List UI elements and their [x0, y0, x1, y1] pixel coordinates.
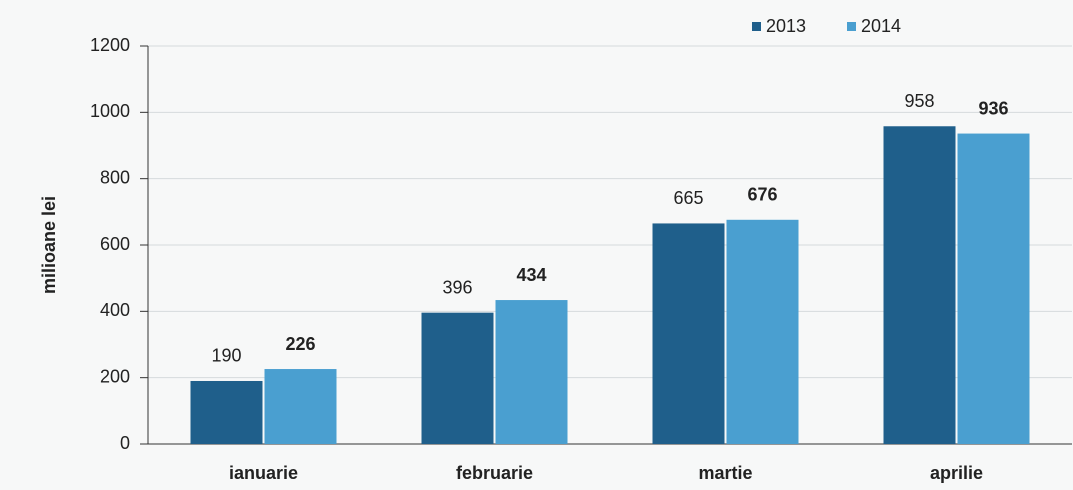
y-tick-label: 800: [100, 167, 130, 187]
bar: [652, 223, 725, 444]
bar: [957, 133, 1030, 444]
data-label: 226: [285, 334, 315, 354]
x-tick-label: ianuarie: [229, 463, 298, 483]
legend-swatch: [752, 22, 761, 31]
data-label: 190: [211, 346, 241, 366]
data-label: 936: [978, 98, 1008, 118]
x-tick-label: martie: [698, 463, 752, 483]
legend-label: 2014: [861, 16, 901, 36]
bar: [264, 369, 337, 444]
y-tick-label: 1200: [90, 35, 130, 55]
data-label: 396: [442, 277, 472, 297]
data-label: 665: [673, 188, 703, 208]
bar: [190, 380, 263, 444]
legend-swatch: [847, 22, 856, 31]
y-tick-label: 1000: [90, 101, 130, 121]
data-label: 676: [747, 185, 777, 205]
x-tick-label: februarie: [456, 463, 533, 483]
bar: [421, 312, 494, 444]
bar: [495, 300, 568, 444]
y-tick-label: 0: [120, 433, 130, 453]
y-axis-label: milioane lei: [39, 196, 59, 294]
bar: [883, 126, 956, 444]
y-tick-label: 200: [100, 366, 130, 386]
data-label: 434: [516, 265, 546, 285]
bar: [726, 219, 799, 444]
y-tick-label: 600: [100, 234, 130, 254]
legend-label: 2013: [766, 16, 806, 36]
y-tick-label: 400: [100, 300, 130, 320]
x-tick-label: aprilie: [930, 463, 983, 483]
data-label: 958: [904, 91, 934, 111]
